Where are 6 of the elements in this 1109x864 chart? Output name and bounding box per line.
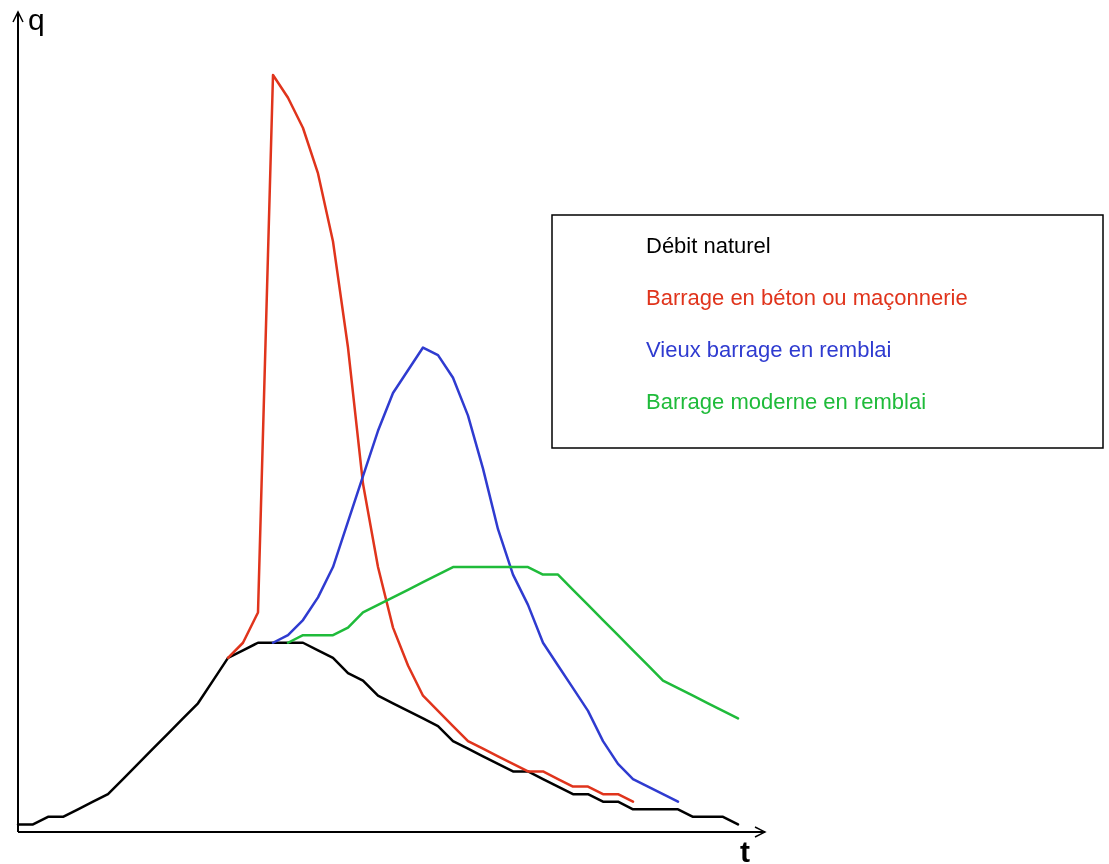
text: Débit naturel <box>646 233 771 258</box>
y-axis-title: q <box>28 3 45 36</box>
text: Barrage en béton ou maçonnerie <box>646 285 968 310</box>
text: Vieux barrage en remblai <box>646 337 892 362</box>
x-axis-title: t <box>740 835 750 864</box>
text: Barrage moderne en remblai <box>646 389 927 414</box>
